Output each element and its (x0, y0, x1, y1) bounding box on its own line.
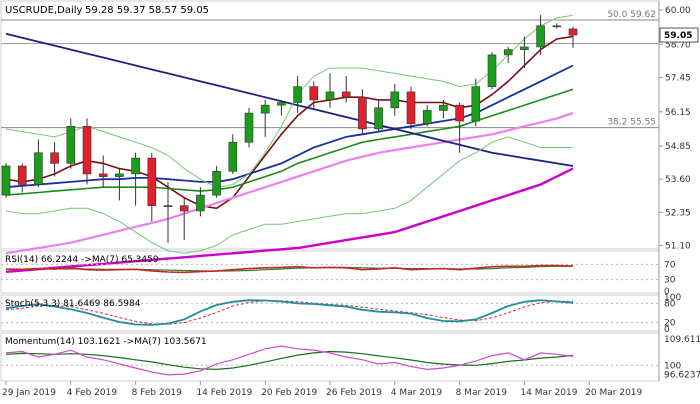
rsi-label: RSI(14) 66.2244 ->MA(7) 65.3459 (5, 255, 159, 265)
candle-body (147, 157, 157, 206)
candle-body (422, 110, 432, 124)
stoch-tick-label: 20 (664, 319, 676, 329)
price-tick-label: 56.15 (665, 108, 691, 118)
candle-body (98, 173, 108, 177)
stoch-tick-label: 0 (664, 325, 670, 335)
current-price-label: 59.05 (664, 31, 692, 41)
rsi-panel-frame (0, 250, 660, 294)
ma-line-6 (5, 14, 574, 188)
candle-body (115, 173, 124, 177)
candle-body (179, 205, 189, 212)
momentum-label: Momentum(14) 103.1621 ->MA(7) 103.5671 (5, 337, 207, 347)
ma-line-3 (5, 112, 574, 255)
candle-body (244, 112, 254, 143)
candle-body (487, 54, 497, 87)
candle-body (1, 165, 11, 196)
candle-body (17, 165, 27, 185)
rsi-line-1 (5, 264, 574, 274)
candle-body (374, 107, 383, 130)
candle-body (552, 25, 562, 28)
candle-body (163, 205, 173, 207)
candle-body (406, 91, 416, 124)
chart-title: USCRUDE,Daily (5, 5, 82, 16)
stoch-label: Stoch(5,3,3) 81.6469 86.5984 (5, 299, 141, 309)
price-tick-label: 52.35 (665, 208, 691, 218)
candle-body (196, 194, 205, 212)
stoch-line-1 (5, 299, 574, 326)
candle-body (520, 46, 529, 50)
date-label: 8 Mar 2019 (456, 388, 508, 398)
price-tick-label: 54.85 (665, 142, 691, 152)
price-tick-label: 58.70 (665, 40, 691, 50)
candle-body (536, 25, 545, 48)
momentum-tick-label: 100 (664, 361, 681, 371)
fib-label-1: 38.2 55.55 (607, 118, 656, 128)
date-label: 29 Jan 2019 (2, 388, 56, 398)
current-price-box (659, 27, 699, 43)
candle-body (131, 157, 140, 175)
candle-body (293, 86, 302, 103)
date-label: 4 Feb 2019 (67, 388, 118, 398)
fib-label-0: 50.0 59.62 (607, 10, 656, 20)
ma-line-4 (5, 167, 574, 273)
rsi-tick-label: 70 (664, 260, 676, 270)
stoch-tick-label: 80 (664, 299, 676, 309)
rsi-tick-label: 0 (664, 287, 670, 297)
momentum-tick-label: 109.6114 (664, 335, 700, 345)
date-label: 26 Feb 2019 (326, 388, 382, 398)
candle-body (277, 102, 286, 106)
candle-body (439, 104, 448, 111)
momentum-tick-label: 96.6237 (664, 371, 700, 381)
candle-body (309, 86, 319, 101)
date-label: 20 Mar 2019 (585, 388, 642, 398)
price-tick-label: 51.10 (665, 241, 691, 251)
ma-line-7 (5, 136, 573, 254)
candle-body (66, 126, 76, 164)
stoch-line-0 (5, 300, 574, 325)
candle-body (358, 96, 367, 130)
candle-body (568, 28, 578, 36)
date-label: 14 Feb 2019 (196, 388, 252, 398)
date-label: 20 Feb 2019 (261, 388, 317, 398)
ma-line-5 (5, 32, 574, 167)
main-panel-frame (0, 0, 660, 250)
rsi-tick-label: 30 (664, 276, 676, 286)
candle-body (34, 152, 43, 185)
date-label: 4 Mar 2019 (391, 388, 443, 398)
candle-body (471, 86, 481, 122)
candle-body (82, 126, 92, 175)
price-tick-label: 57.45 (665, 73, 691, 83)
stoch-tick-label: 100 (664, 293, 681, 303)
candle-body (260, 104, 270, 114)
candle-body (50, 152, 59, 164)
candle-body (455, 104, 464, 122)
candle-body (341, 91, 351, 98)
candle-body (503, 49, 513, 56)
price-tick-label: 60.00 (665, 6, 691, 16)
candle-body (325, 91, 335, 101)
price-tick-label: 53.60 (665, 175, 691, 185)
chart-ohlc: 59.28 59.37 58.57 59.05 (85, 5, 209, 16)
momentum-line-0 (5, 350, 574, 371)
date-label: 8 Feb 2019 (132, 388, 183, 398)
candle-body (212, 170, 221, 196)
date-label: 14 Mar 2019 (520, 388, 577, 398)
candle-body (390, 91, 400, 109)
momentum-line-1 (5, 345, 574, 376)
candle-body (228, 141, 238, 172)
